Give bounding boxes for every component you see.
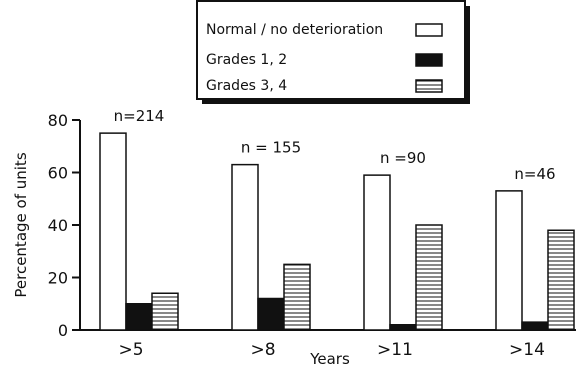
- legend-label-normal: Normal / no deterioration: [206, 22, 383, 38]
- bar-normal: [231, 163, 259, 331]
- bar-grades-3-4: [415, 224, 443, 331]
- y-ticks: 0 20 40 60 80: [48, 111, 80, 340]
- y-tick-label: 80: [48, 111, 68, 130]
- sample-size-label: n =90: [380, 149, 426, 167]
- bar-normal: [363, 174, 391, 331]
- legend-label-grades-3-4: Grades 3, 4: [206, 78, 287, 94]
- bar-grades-1-2: [521, 321, 549, 331]
- bar-grades-1-2: [389, 324, 417, 331]
- y-tick-label: 0: [58, 321, 68, 340]
- bar-grades-1-2: [257, 297, 285, 331]
- bars: [99, 132, 575, 331]
- category-label: >8: [250, 340, 275, 360]
- bar-normal: [495, 190, 523, 331]
- y-axis-title: Percentage of units: [12, 152, 30, 297]
- sample-size-label: n=214: [114, 107, 165, 125]
- legend-swatch-grades-3-4: [415, 79, 443, 93]
- y-tick-label: 60: [48, 164, 68, 183]
- legend-swatch-grades-1-2: [415, 53, 443, 67]
- y-tick-label: 40: [48, 216, 68, 235]
- bar-grades-3-4: [547, 229, 575, 331]
- category-label: >11: [377, 340, 413, 360]
- legend-label-grades-1-2: Grades 1, 2: [206, 52, 287, 68]
- legend-swatch-normal: [415, 23, 443, 37]
- legend: Normal / no deterioration Grades 1, 2 Gr…: [196, 0, 470, 104]
- category-label: >14: [509, 340, 545, 360]
- bar-grades-3-4: [151, 292, 179, 331]
- sample-size-label: n = 155: [241, 139, 301, 157]
- sample-size-label: n=46: [514, 165, 555, 183]
- category-labels: >5 >8 >11 >14: [118, 340, 544, 360]
- category-label: >5: [118, 340, 143, 360]
- x-axis-title: Years: [309, 350, 350, 368]
- bar-normal: [99, 132, 127, 331]
- sample-size-annotations: n=214 n = 155 n =90 n=46: [114, 107, 556, 183]
- bar-grades-1-2: [125, 303, 153, 331]
- y-tick-label: 20: [48, 269, 68, 288]
- bar-grades-3-4: [283, 263, 311, 331]
